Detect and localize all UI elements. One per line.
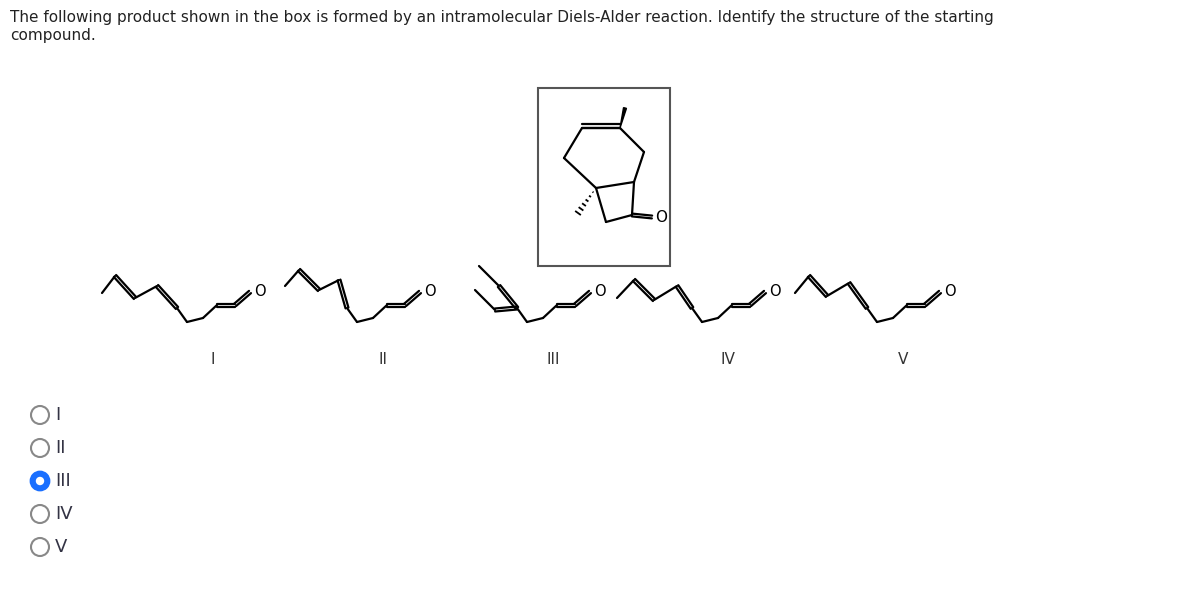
Text: O: O <box>594 285 606 299</box>
Text: O: O <box>254 285 265 299</box>
Bar <box>538 88 670 266</box>
Text: I: I <box>211 352 215 367</box>
Circle shape <box>36 477 43 484</box>
Text: II: II <box>378 352 388 367</box>
Text: O: O <box>769 285 781 299</box>
Text: V: V <box>55 538 67 556</box>
Text: IV: IV <box>55 505 73 523</box>
Polygon shape <box>620 108 626 128</box>
Text: compound.: compound. <box>10 28 96 43</box>
Text: The following product shown in the box is formed by an intramolecular Diels-Alde: The following product shown in the box i… <box>10 10 994 25</box>
Text: O: O <box>424 285 436 299</box>
Text: O: O <box>655 209 667 225</box>
Text: III: III <box>55 472 71 490</box>
Text: IV: IV <box>720 352 736 367</box>
Circle shape <box>31 472 49 490</box>
Text: III: III <box>546 352 559 367</box>
Text: O: O <box>944 285 955 299</box>
Text: V: V <box>898 352 908 367</box>
Text: I: I <box>55 406 60 424</box>
Text: II: II <box>55 439 66 457</box>
